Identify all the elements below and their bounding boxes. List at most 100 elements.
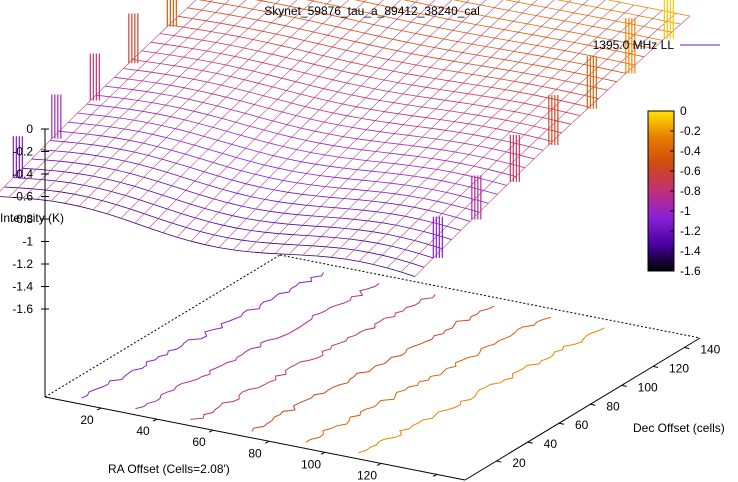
x-tick-label: 80 [248, 446, 262, 460]
surface-column-line [50, 0, 264, 202]
colorbar-tick-label: -1 [680, 204, 691, 218]
base-contour-line [305, 316, 552, 443]
y-tick-label: 60 [575, 418, 589, 432]
surface-row-line [0, 196, 416, 277]
legend-entry: 1395.0 MHz LL [593, 38, 675, 52]
x-tick-mark [432, 474, 438, 477]
x-tick-mark [96, 407, 102, 411]
base-contour-line [135, 283, 380, 410]
x-axis-label: RA Offset (Cells=2.08') [108, 462, 230, 476]
colorbar-tick-label: -0.6 [680, 164, 701, 178]
colorbar-tick-label: -1.2 [680, 224, 701, 238]
surface-column-line [260, 0, 521, 254]
y-tick-label: 100 [638, 380, 658, 394]
surface-column-line [204, 0, 453, 245]
x-tick-label: 120 [357, 468, 377, 482]
surface-column-line [106, 0, 332, 215]
z-tick-label: -0.6 [12, 190, 33, 204]
colorbar-tick-label: 0 [680, 104, 687, 118]
colorbar-tick-label: -0.2 [680, 124, 701, 138]
surface-column-line [22, 0, 230, 199]
surface-layer [0, 0, 691, 277]
colorbar-tick-label: -0.8 [680, 184, 701, 198]
x-tick-mark [320, 451, 326, 455]
y-tick-mark [621, 384, 627, 387]
x-axis-line [44, 396, 466, 481]
back-edge-line [44, 254, 281, 398]
y-axis-line [464, 337, 701, 481]
surface-column-line [8, 0, 213, 198]
surface-column-line [78, 0, 298, 207]
colorbar-tick-label: -1.6 [680, 264, 701, 278]
colorbar-tick-label: -1.4 [680, 244, 701, 258]
z-tick-label: 0 [26, 122, 33, 136]
y-tick-mark [590, 403, 596, 406]
surface-row-line [187, 7, 608, 91]
y-tick-mark [527, 441, 533, 444]
y-tick-label: 40 [544, 437, 558, 451]
z-tick-label: -1.4 [12, 280, 33, 294]
y-tick-label: 120 [669, 361, 689, 375]
colorbar-gradient [647, 110, 675, 272]
z-tick-label: -0.8 [12, 212, 33, 226]
surface-column-line [344, 1, 621, 260]
x-tick-mark [152, 418, 158, 422]
x-tick-label: 140 [413, 479, 433, 482]
base-contour-line [358, 327, 605, 454]
surface-column-line [372, 7, 649, 265]
base-contour-line [251, 305, 495, 432]
surface-column-line [148, 0, 384, 229]
z-axis-label: Intensity (K) [0, 211, 64, 225]
surface-column-line [218, 0, 470, 248]
surface-column-line [162, 0, 401, 233]
surface-column-line [36, 0, 247, 200]
surface-column-line [414, 15, 691, 277]
surface-column-line [232, 0, 487, 251]
y-tick-mark [496, 460, 502, 463]
surface-column-line [246, 0, 504, 252]
z-tick-label: -1.2 [12, 257, 33, 271]
surface-column-line [302, 0, 572, 256]
z-tick-label: -0.4 [12, 167, 33, 181]
spike-layer [12, 0, 674, 258]
base-contour-line [81, 272, 324, 399]
far-edge-line [279, 254, 701, 339]
surface-column-line [0, 0, 197, 192]
surface-column-line [400, 13, 677, 273]
y-tick-label: 80 [606, 399, 620, 413]
y-tick-mark [558, 422, 565, 425]
surface-column-line [92, 0, 315, 211]
surface-column-line [176, 0, 419, 238]
x-tick-label: 60 [192, 435, 206, 449]
x-tick-label: 40 [136, 424, 150, 438]
surface-column-line [358, 4, 635, 262]
x-tick-mark [208, 429, 214, 433]
y-tick-mark [652, 365, 659, 368]
z-axis: 0 -0.2 -0.4 -0.6 -0.8 -1 -1.2 -1.4 -1.6 [12, 122, 49, 397]
x-tick-mark [376, 462, 382, 466]
y-tick-label: 20 [512, 456, 526, 470]
x-axis-ticks: 20 40 60 80 100 120 140 [80, 407, 438, 482]
y-tick-mark [684, 346, 690, 349]
x-tick-mark [264, 440, 270, 444]
colorbar-tick-label: -0.4 [680, 144, 701, 158]
surface-column-line [288, 0, 555, 255]
surface-column-line [134, 0, 367, 224]
x-tick-label: 20 [80, 413, 94, 427]
x-tick-label: 100 [301, 457, 321, 471]
chart-title: Skynet_59876_tau_a_89412_38240_cal [264, 4, 480, 18]
y-tick-label: 140 [700, 342, 720, 356]
base-contour-line [190, 294, 436, 420]
y-axis-label: Dec Offset (cells) [633, 421, 725, 435]
z-tick-label: -1 [22, 235, 33, 249]
surface-column-line [316, 0, 589, 257]
colorbar: 0 -0.2 -0.4 -0.6 -0.8 -1 -1.2 -1.4 -1.6 [647, 104, 701, 278]
z-tick-label: -1.6 [12, 302, 33, 316]
surface-column-line [274, 0, 538, 254]
surface-column-line [64, 0, 281, 204]
surface-column-line [120, 0, 350, 219]
surface-column-line [190, 0, 436, 242]
z-tick-label: -0.2 [12, 145, 33, 159]
surface-column-line [330, 0, 606, 258]
